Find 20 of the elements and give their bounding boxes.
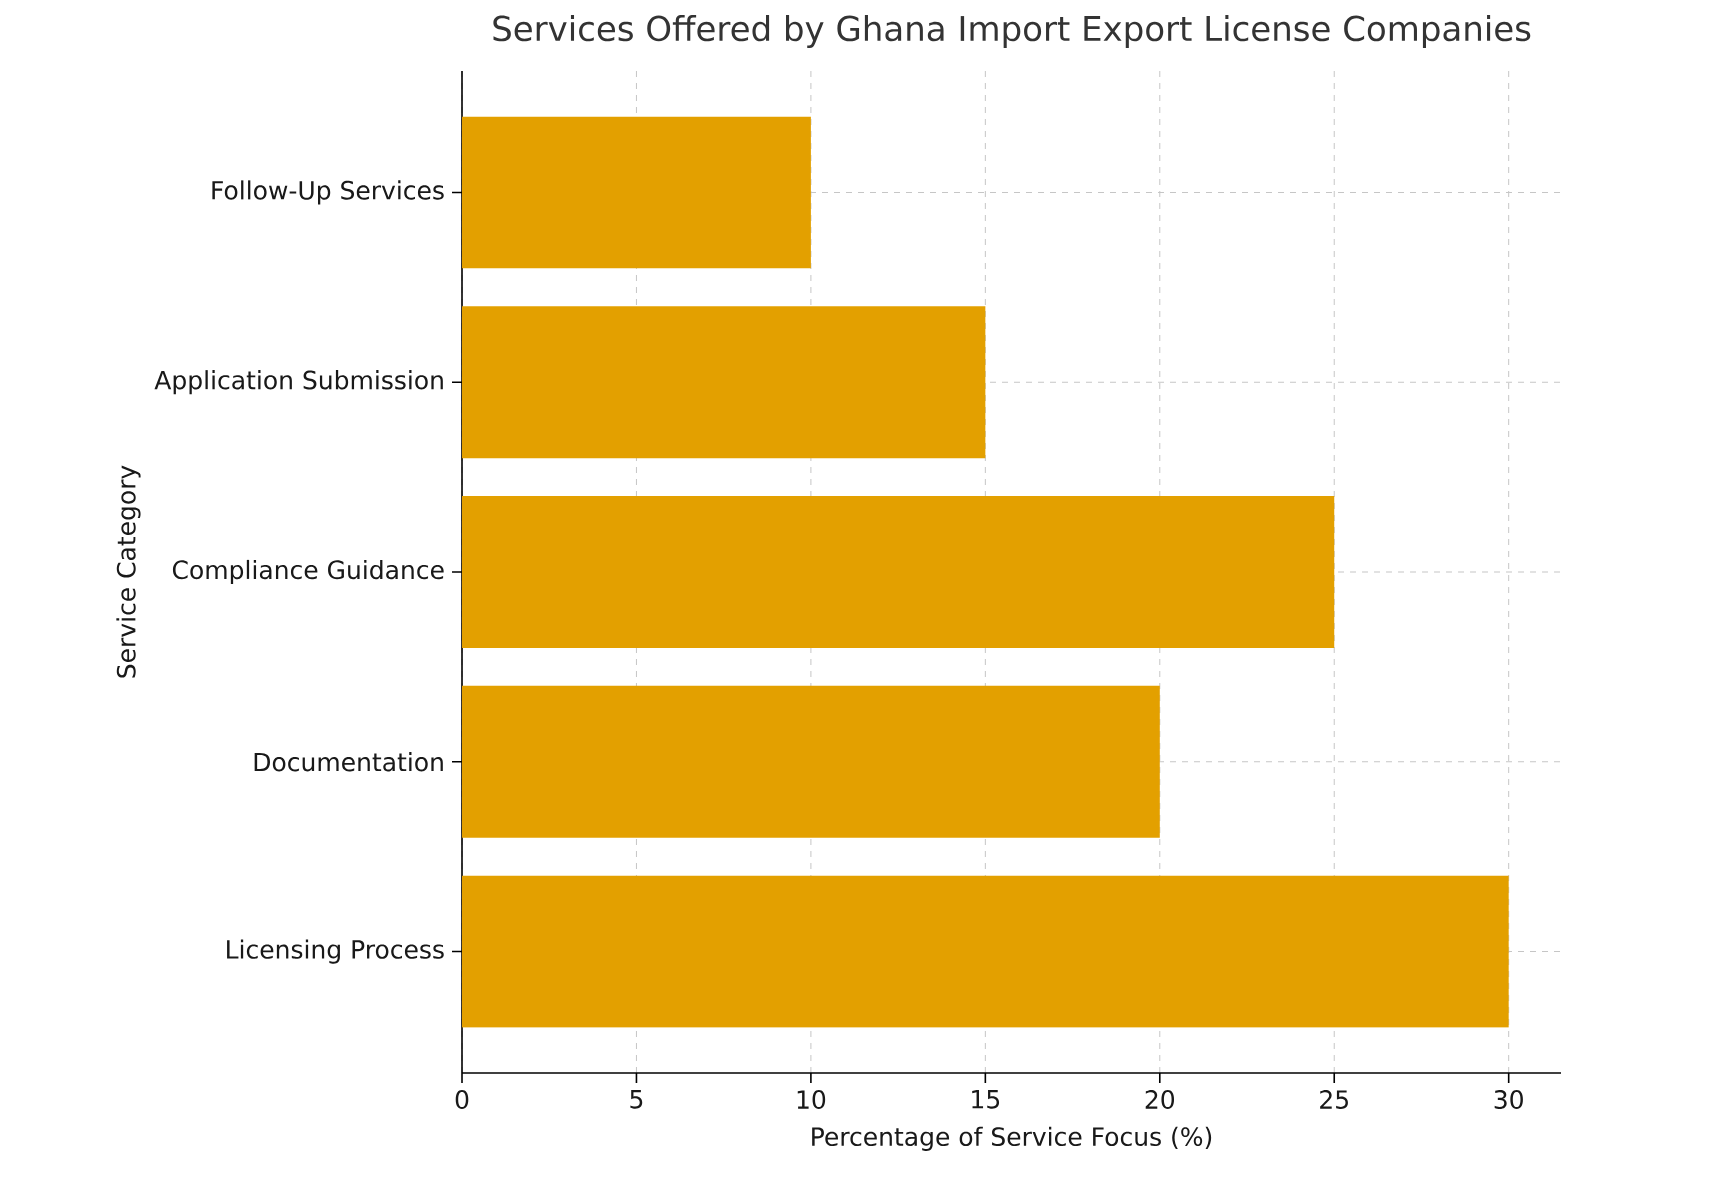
x-tick-label: 20 xyxy=(1145,1090,1175,1109)
y-tick-label: Follow-Up Services xyxy=(212,180,444,205)
bar xyxy=(462,116,811,269)
bar xyxy=(462,685,1160,838)
y-tick-label: Application Submission xyxy=(154,370,443,395)
chart-title: Services Offered by Ghana Import Export License Companies xyxy=(493,15,1531,48)
x-tick-label: 15 xyxy=(972,1090,1000,1109)
x-axis-title: Percentage of Service Focus (%) xyxy=(812,1126,1212,1151)
y-axis-title: Service Category xyxy=(116,465,141,678)
x-tick-label: 30 xyxy=(1494,1090,1523,1109)
bar xyxy=(462,875,1509,1028)
y-tick-label: Compliance Guidance xyxy=(172,559,444,585)
x-tick-label: 5 xyxy=(630,1090,643,1109)
y-tick-label: Licensing Process xyxy=(227,939,444,964)
bar xyxy=(462,306,986,459)
x-tick-label: 25 xyxy=(1320,1090,1348,1109)
x-tick-label: 0 xyxy=(455,1090,469,1109)
bar xyxy=(462,496,1335,648)
y-tick-label: Documentation xyxy=(254,752,443,772)
x-tick-label: 10 xyxy=(797,1090,826,1109)
